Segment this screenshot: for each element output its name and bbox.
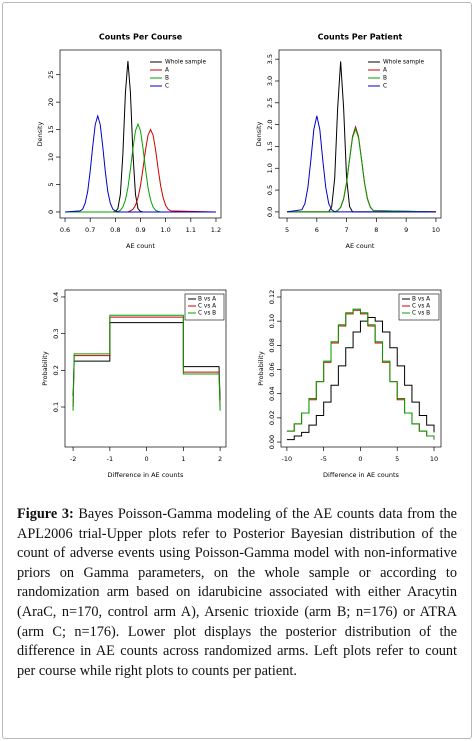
x-tick-label: 10	[432, 226, 440, 234]
legend-label: Whole sample	[165, 60, 206, 66]
series-line	[286, 317, 435, 441]
y-tick-label: 0.00	[268, 435, 276, 449]
y-axis-label: Probability	[41, 351, 49, 386]
x-tick-label: -2	[70, 455, 76, 463]
x-tick-label: -1	[107, 455, 113, 463]
y-tick-label: 3.0	[266, 76, 274, 86]
x-tick-label: 6	[315, 226, 319, 234]
y-tick-label: 5	[47, 182, 55, 186]
series-line	[64, 114, 216, 213]
x-tick-label: 1.0	[160, 226, 170, 234]
series-line	[286, 308, 435, 439]
legend-label: B	[383, 76, 387, 82]
series-line	[65, 122, 216, 213]
y-tick-label: 20	[47, 98, 55, 106]
x-tick-label: 10	[430, 455, 438, 463]
legend-label: C	[383, 84, 387, 90]
y-tick-label: 0.4	[52, 292, 60, 302]
x-tick-label: 9	[404, 226, 408, 234]
x-tick-label: 5	[395, 455, 399, 463]
y-tick-label: 0.02	[268, 411, 276, 425]
y-axis-label: Probability	[257, 351, 265, 386]
y-tick-label: 0.0	[266, 207, 274, 217]
legend-label: C vs A	[198, 304, 216, 310]
y-axis-label: Density	[255, 121, 263, 146]
x-tick-label: -5	[320, 455, 326, 463]
chart-title: Counts Per Course	[99, 33, 183, 42]
series-line	[286, 115, 436, 213]
y-tick-label: 0.3	[52, 328, 60, 338]
y-tick-label: 15	[47, 125, 55, 133]
x-tick-label: 0	[145, 455, 149, 463]
caption-text: Bayes Poisson-Gamma modeling of the AE c…	[17, 506, 457, 679]
y-tick-label: 0.08	[268, 338, 276, 352]
x-tick-label: 5	[285, 226, 289, 234]
x-tick-label: 0.6	[60, 226, 70, 234]
y-tick-label: 2.0	[266, 119, 274, 129]
y-tick-label: 1.0	[266, 163, 274, 173]
legend-label: B vs A	[198, 297, 216, 303]
legend-label: A	[165, 68, 169, 74]
plot-frame	[278, 49, 442, 219]
x-tick-label: -10	[282, 455, 293, 463]
caption: Figure 3: Bayes Poisson-Gamma modeling o…	[17, 505, 457, 681]
legend-frame	[184, 293, 225, 321]
legend-frame	[398, 293, 440, 321]
legend-label: C	[165, 84, 169, 90]
x-tick-label: 8	[374, 226, 378, 234]
y-axis-label: Density	[36, 121, 44, 146]
figure: Counts Per Course AE count Density 0.6 0.7 0.…	[36, 33, 442, 479]
x-axis-label: AE count	[346, 242, 375, 250]
y-tick-label: 1.5	[266, 141, 274, 151]
y-tick-label: 0.2	[52, 365, 60, 375]
x-tick-label: 0.7	[85, 226, 95, 234]
legend-label: C vs B	[412, 311, 430, 317]
y-tick-label: 10	[47, 153, 55, 161]
x-tick-label: 1	[181, 455, 185, 463]
x-tick-label: 1.2	[211, 226, 221, 234]
x-axis-label: Difference in AE counts	[108, 471, 185, 479]
x-tick-label: 0.9	[135, 226, 145, 234]
plot-frame	[64, 289, 227, 448]
x-tick-label: 0	[358, 455, 362, 463]
y-tick-label: 0.12	[268, 290, 276, 304]
legend-label: C vs B	[198, 311, 216, 317]
y-tick-label: 2.5	[266, 98, 274, 108]
x-tick-label: 7	[345, 226, 349, 234]
series-line	[72, 322, 221, 400]
legend-label: A	[383, 68, 387, 74]
series-line	[287, 61, 436, 213]
x-tick-label: 1.1	[186, 226, 196, 234]
chart-title: Counts Per Patient	[318, 33, 403, 42]
y-tick-label: 0	[47, 210, 55, 214]
legend-label: B	[165, 76, 169, 82]
series-line	[65, 128, 216, 213]
legend-label: B vs A	[412, 297, 430, 303]
series-line	[72, 314, 221, 411]
y-tick-label: 25	[47, 71, 55, 79]
x-axis-label: AE count	[126, 242, 155, 250]
caption-label: Figure 3:	[17, 506, 74, 522]
series-line	[287, 127, 436, 213]
x-tick-label: 2	[218, 455, 222, 463]
y-tick-label: 0.5	[266, 185, 274, 195]
y-tick-label: 0.06	[268, 362, 276, 376]
legend-label: C vs A	[412, 304, 430, 310]
x-tick-label: 0.8	[110, 226, 120, 234]
legend-label: Whole sample	[383, 60, 424, 66]
y-tick-label: 0.04	[268, 386, 276, 400]
y-tick-label: 0.10	[268, 314, 276, 328]
x-axis-label: Difference in AE counts	[323, 471, 400, 479]
y-tick-label: 0.1	[52, 402, 60, 412]
plot-frame	[280, 289, 442, 448]
y-tick-label: 3.5	[266, 54, 274, 64]
series-line	[72, 316, 221, 408]
